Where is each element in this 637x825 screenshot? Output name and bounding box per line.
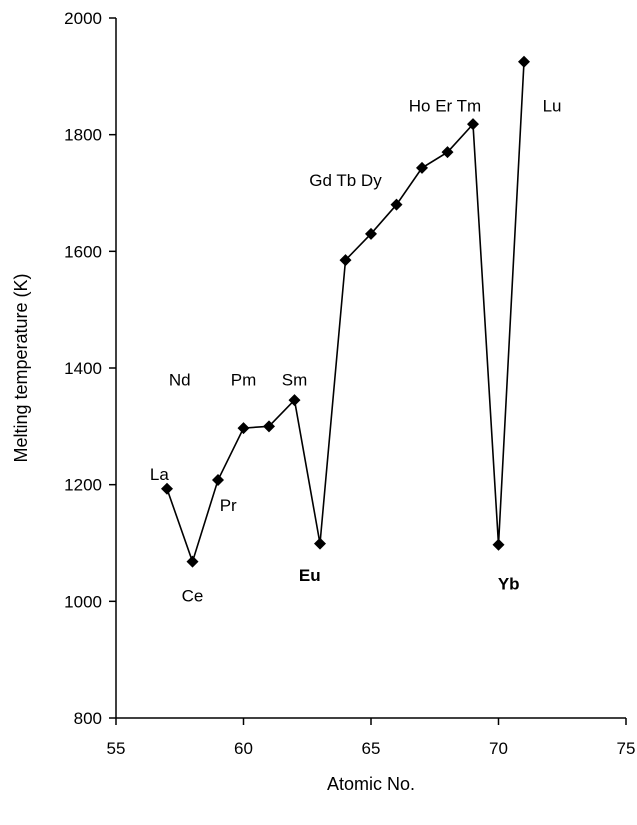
data-point-diamond (314, 537, 326, 550)
data-point-diamond (288, 394, 301, 407)
element-symbol-label: Yb (498, 575, 520, 594)
data-point-diamond (492, 538, 505, 551)
y-tick-label: 1400 (64, 359, 102, 378)
y-tick-label: 1600 (64, 242, 102, 261)
element-symbol-label: Ho Er Tm (409, 96, 481, 115)
y-tick-label: 800 (74, 709, 102, 728)
data-point-diamond (212, 474, 224, 486)
melting-temperature-line (166, 61, 525, 565)
plot-frame (115, 18, 626, 719)
x-axis-ticks: 55 60 65 70 75 (107, 718, 636, 758)
y-tick-label: 2000 (64, 9, 102, 28)
y-axis-ticks: 800 1000 1200 1400 1600 1800 2000 (64, 9, 116, 728)
x-tick-label: 60 (234, 739, 253, 758)
element-symbol-label: Sm (282, 371, 308, 390)
y-axis-label: Melting temperature (K) (11, 273, 31, 462)
x-tick-label: 55 (107, 739, 126, 758)
series-line-group (166, 61, 525, 565)
element-symbol-label: Nd (169, 371, 191, 390)
data-point-diamond (339, 254, 352, 267)
x-axis-label: Atomic No. (327, 774, 415, 794)
data-point-diamond (441, 146, 454, 159)
y-tick-label: 1800 (64, 126, 102, 145)
element-symbol-label: Pr (220, 496, 237, 515)
data-point-diamond (467, 118, 479, 131)
data-point-diamond (237, 422, 250, 435)
x-tick-label: 75 (617, 739, 636, 758)
data-point-diamond (186, 555, 199, 568)
data-point-diamond (263, 420, 275, 433)
data-point-diamond (416, 161, 428, 174)
x-tick-label: 70 (489, 739, 508, 758)
series-points-group (161, 55, 530, 568)
x-tick-label: 65 (362, 739, 381, 758)
data-point-diamond (161, 482, 173, 495)
element-symbol-label: Pm (231, 371, 257, 390)
data-point-diamond (365, 227, 377, 240)
element-symbol-label: Lu (543, 96, 562, 115)
element-symbol-label: La (150, 465, 169, 484)
data-point-diamond (390, 198, 403, 211)
element-symbol-label: Ce (182, 586, 204, 605)
element-labels-group: La Ce Pr Nd Pm Sm Eu Gd Tb Dy Ho Er Tm Yb Lu (150, 96, 562, 605)
data-point-diamond (518, 55, 530, 68)
y-tick-label: 1200 (64, 476, 102, 495)
element-symbol-label: Gd Tb Dy (309, 171, 382, 190)
element-symbol-label: Eu (299, 566, 321, 585)
y-tick-label: 1000 (64, 592, 102, 611)
